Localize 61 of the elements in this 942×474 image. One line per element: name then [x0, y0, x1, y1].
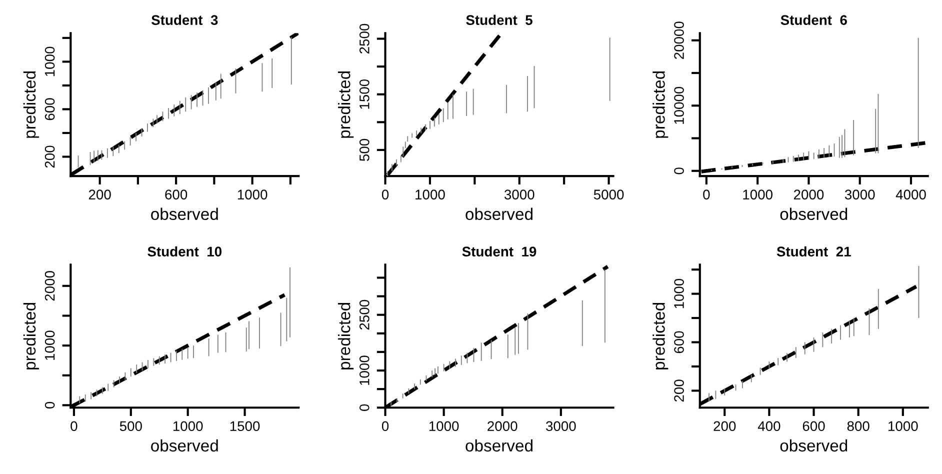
y-tick-label: 2500: [359, 24, 370, 54]
y-tick-label: 600: [44, 98, 55, 120]
chart-title: Student 21: [776, 246, 851, 257]
x-axis-title: observed: [151, 208, 218, 220]
chart-title: Student 10: [148, 246, 222, 257]
y-axis-title: predicted: [23, 71, 39, 138]
x-axis-title: observed: [780, 439, 848, 452]
x-tick-label: 2000: [488, 421, 518, 432]
y-tick-label: 1000: [674, 278, 684, 308]
y-axis-title: predicted: [23, 302, 39, 370]
x-tick-label: 400: [758, 421, 780, 432]
x-tick-label: 5000: [594, 190, 624, 200]
x-tick-label: 200: [88, 190, 111, 200]
x-axis-title: observed: [151, 439, 218, 452]
y-tick-label: 10000: [674, 86, 684, 124]
x-tick-label: 4000: [896, 190, 926, 200]
y-tick-label: 200: [674, 380, 684, 402]
y-tick-label: 1000: [359, 356, 370, 385]
x-axis-title: observed: [466, 439, 532, 452]
x-tick-label: 1000: [743, 190, 772, 200]
x-tick-label: 1000: [429, 421, 459, 432]
x-tick-label: 0: [703, 190, 710, 200]
y-tick-label: 20000: [674, 22, 684, 59]
x-tick-label: 1000: [238, 190, 268, 200]
x-tick-label: 0: [70, 421, 78, 432]
y-tick-label: 500: [359, 138, 370, 161]
x-tick-label: 0: [382, 190, 389, 200]
x-tick-label: 0: [382, 421, 389, 432]
y-axis-title: predicted: [652, 71, 668, 138]
x-tick-label: 800: [847, 421, 870, 432]
y-tick-label: 2000: [44, 270, 55, 301]
chart-title: Student 6: [780, 14, 847, 25]
x-tick-label: 1000: [888, 421, 918, 432]
x-tick-label: 600: [165, 190, 188, 200]
y-axis-title: predicted: [338, 71, 354, 138]
y-tick-label: 600: [674, 331, 684, 354]
x-tick-label: 2000: [794, 190, 824, 200]
y-tick-label: 1000: [44, 46, 55, 76]
y-axis-title: predicted: [338, 302, 354, 370]
x-tick-label: 600: [802, 421, 825, 432]
x-tick-label: 3000: [546, 421, 576, 432]
y-tick-label: 200: [44, 146, 55, 168]
y-tick-label: 0: [359, 404, 370, 411]
y-tick-label: 1500: [359, 79, 370, 109]
x-tick-label: 1500: [230, 421, 260, 432]
y-tick-label: 1000: [44, 330, 55, 360]
x-tick-label: 200: [714, 421, 736, 432]
chart-title: Student 19: [462, 246, 536, 257]
x-tick-label: 1000: [416, 190, 445, 200]
chart-title: Student 5: [466, 14, 532, 25]
x-tick-label: 3000: [504, 190, 534, 200]
y-tick-label: 0: [44, 402, 55, 409]
x-axis-title: observed: [466, 208, 532, 220]
x-tick-label: 500: [120, 421, 142, 432]
x-tick-label: 1000: [173, 421, 203, 432]
y-tick-label: 0: [674, 168, 684, 174]
x-axis-title: observed: [780, 208, 848, 220]
chart-title: Student 3: [151, 14, 218, 26]
x-tick-label: 3000: [844, 190, 875, 200]
y-tick-label: 2500: [359, 300, 370, 330]
y-axis-title: predicted: [652, 302, 668, 370]
